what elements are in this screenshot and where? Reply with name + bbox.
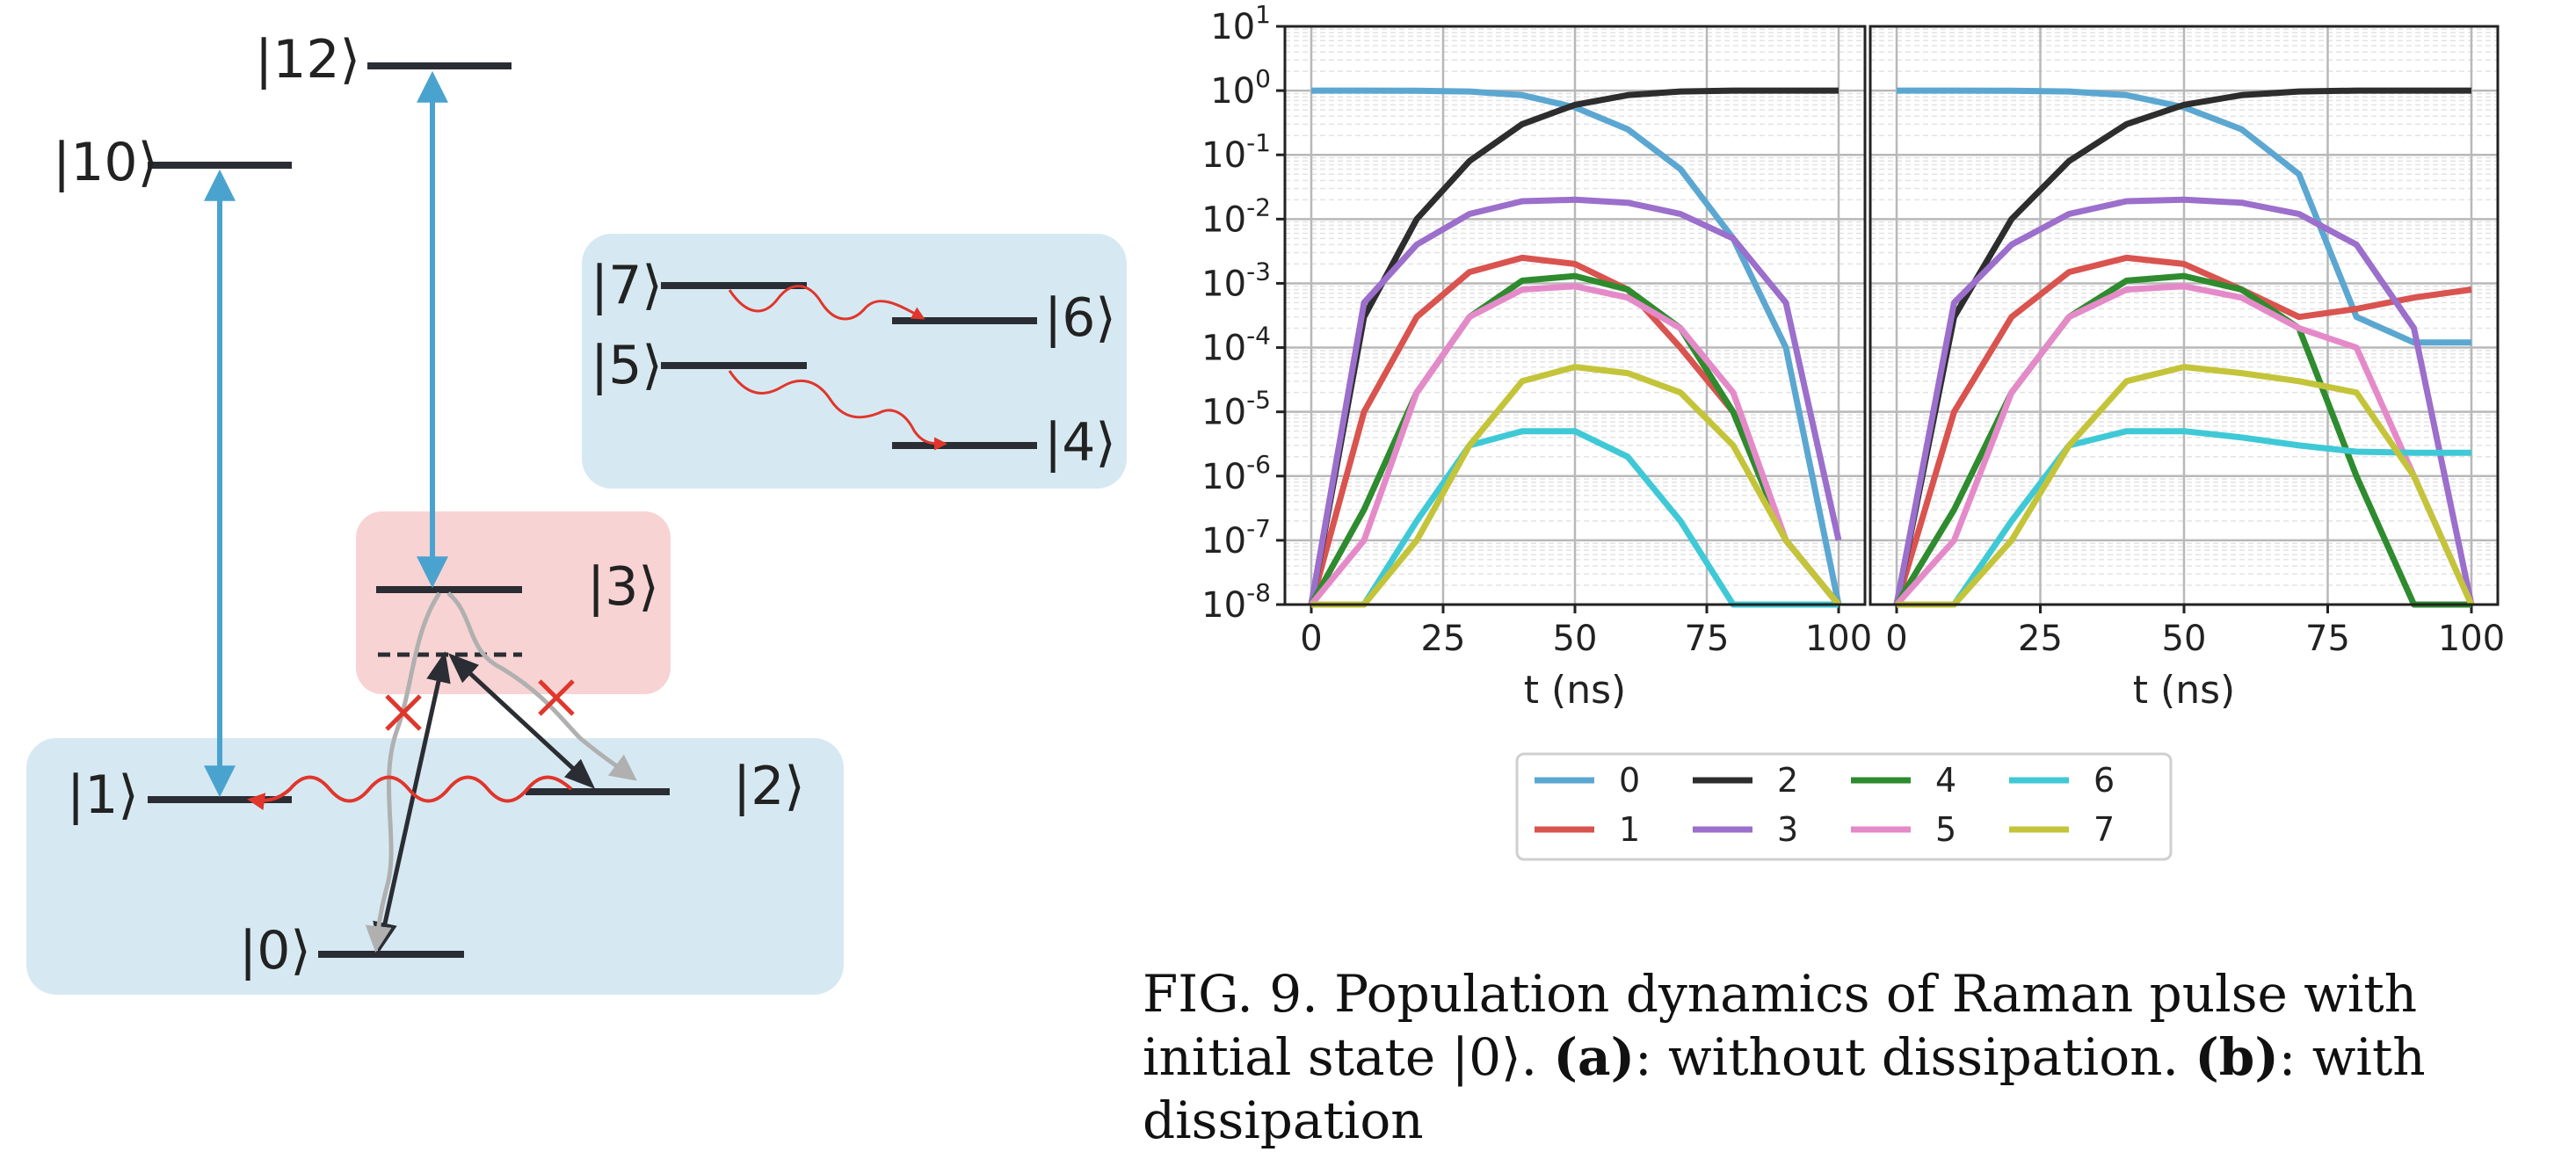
wavy-decay-5-to-4 [728, 370, 947, 451]
series-2-line [1308, 87, 1839, 605]
level-label-0: |0⟩ [239, 920, 311, 982]
gray-decay-to-2 [446, 591, 637, 781]
x-tick-label: 75 [1685, 619, 1730, 659]
level-label-2: |2⟩ [733, 756, 805, 817]
gray-decay-to-0 [365, 591, 442, 953]
x-tick-label: 0 [1885, 619, 1907, 659]
x-tick-label: 25 [2018, 619, 2063, 659]
level-label-7: |7⟩ [591, 255, 663, 316]
legend-label-5: 5 [1935, 810, 1956, 849]
legend-label-7: 7 [2093, 810, 2115, 849]
plot-frame [1869, 25, 2500, 606]
series-4-line [1894, 272, 2471, 608]
raman-arrow-0 [373, 651, 451, 953]
legend-label-6: 6 [2093, 761, 2115, 800]
caption-a-text: : without dissipation. [1635, 1027, 2195, 1087]
y-tick-label: 10-6 [1201, 450, 1271, 497]
level-label-12: |12⟩ [255, 29, 360, 91]
legend: 0 2 4 6 1 3 5 7 [1515, 752, 2173, 861]
series-7-line [1897, 364, 2475, 608]
y-tick-label: 10-3 [1201, 257, 1271, 304]
y-tick-label: 10-8 [1201, 578, 1271, 626]
plot-frame [1283, 25, 1867, 606]
level-label-10: |10⟩ [53, 132, 158, 193]
decay-manifold-box [582, 234, 1127, 489]
figure-caption: FIG. 9. Population dynamics of Raman pul… [1143, 962, 2549, 1152]
level-label-3: |3⟩ [587, 556, 659, 618]
level-label-1: |1⟩ [67, 764, 139, 826]
level-label-4: |4⟩ [1044, 412, 1116, 474]
y-tick-label: 100 [1210, 64, 1271, 112]
legend-label-1: 1 [1619, 810, 1640, 849]
level-label-5: |5⟩ [591, 335, 663, 396]
level-diagram: |12⟩ |10⟩ |7⟩ |6⟩ |5⟩ |4⟩ |3⟩ |1⟩ |2⟩ |0… [26, 29, 1127, 995]
y-tick-label: 10-4 [1201, 322, 1271, 369]
legend-label-4: 4 [1935, 761, 1956, 800]
raman-arrow-2 [447, 653, 596, 789]
caption-a-tag: (a) [1553, 1027, 1636, 1087]
caption-b-tag: (b) [2195, 1027, 2279, 1087]
figure-canvas: |12⟩ |10⟩ |7⟩ |6⟩ |5⟩ |4⟩ |3⟩ |1⟩ |2⟩ |0… [26, 0, 2505, 995]
y-tick-label: 10-5 [1201, 386, 1271, 433]
level-label-6: |6⟩ [1044, 287, 1116, 349]
y-tick-label: 10-7 [1201, 514, 1271, 562]
series-3-line [1893, 196, 2475, 605]
x-axis-label: t (ns) [1524, 668, 1626, 713]
panel-a-without-dissipation: 10-8 10-7 10-6 10-5 10-4 10-3 10-2 10-1 100 101 0 2… [1201, 0, 1872, 713]
caption-prefix: FIG. 9. Population dynamics of Raman pul… [1143, 964, 2418, 1087]
series-3-line [1308, 196, 1842, 605]
blocked-mark-right [538, 679, 575, 716]
series-6-line [1897, 428, 2471, 608]
series-5-line [1894, 283, 2475, 607]
series-1-line [1893, 254, 2472, 606]
series-7-line [1311, 364, 1841, 608]
wavy-decay-7-to-6 [728, 285, 925, 321]
blocked-mark-left [385, 694, 422, 731]
x-axis-label: t (ns) [2133, 668, 2235, 713]
y-tick-label: 10-1 [1201, 128, 1271, 176]
series-4-line [1308, 272, 1841, 607]
y-tick-label: 10-2 [1201, 192, 1271, 240]
wavy-decay-2-to-1 [247, 775, 573, 811]
legend-label-2: 2 [1777, 761, 1798, 800]
legend-frame [1515, 752, 2173, 861]
x-tick-label: 100 [2438, 619, 2505, 659]
x-tick-label: 50 [1553, 619, 1598, 659]
y-tick-label: 101 [1210, 0, 1271, 47]
series-5-line [1309, 283, 1841, 607]
legend-label-0: 0 [1619, 761, 1640, 800]
x-tick-label: 100 [1805, 619, 1872, 659]
panel-b-with-dissipation: 0 25 50 75 100 t (ns) [1869, 25, 2505, 713]
x-tick-label: 50 [2162, 619, 2207, 659]
series-2-line [1893, 87, 2471, 605]
x-tick-label: 25 [1421, 619, 1466, 659]
x-tick-label: 75 [2305, 619, 2350, 659]
legend-label-3: 3 [1777, 810, 1798, 849]
x-tick-label: 0 [1300, 619, 1322, 659]
